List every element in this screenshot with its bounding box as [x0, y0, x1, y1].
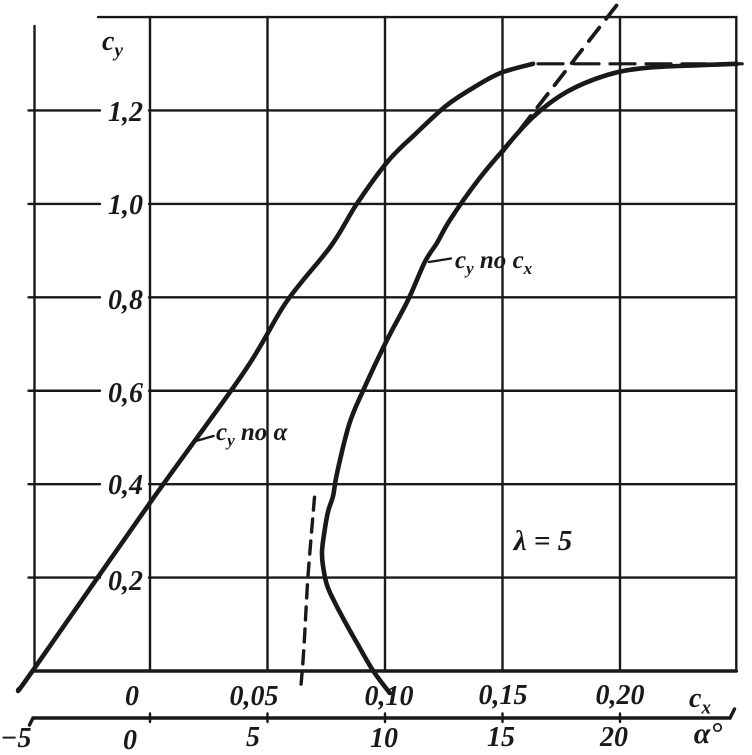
cx-tick-label: 0,10 — [364, 681, 414, 712]
curve-label-main: c — [455, 247, 467, 274]
y-tick-label: 0,4 — [108, 470, 143, 501]
alpha-tick-label: −5 — [0, 723, 32, 754]
curve-label-sub: y — [466, 259, 474, 278]
cx-axis-title-sub: x — [701, 697, 711, 719]
leader-line-cy-alpha — [194, 434, 215, 443]
cx-tick-label: 0,05 — [229, 681, 279, 712]
aspect-ratio-annotation: λ = 5 — [513, 525, 573, 557]
y-tick-label: 0,6 — [108, 378, 143, 409]
y-tick-label: 0,8 — [108, 285, 143, 316]
alpha-tick-label: 15 — [487, 722, 515, 753]
curve-label-main2: c — [512, 247, 524, 274]
curve-label-sub2: x — [523, 259, 533, 278]
curve-cy_vs_cx_lower_extension — [299, 495, 317, 686]
cx-tick-label: 0,15 — [478, 680, 528, 711]
curve-cy_vs_cx — [319, 61, 740, 696]
curve-cy_vs_cx_upper_extension — [501, 0, 623, 154]
alpha-tick-label: 5 — [246, 722, 260, 753]
cx-axis-title-main: c — [689, 683, 702, 714]
y-axis-title-main: c — [102, 26, 115, 57]
secondary-axis-right-hook — [728, 707, 737, 720]
y-tick-label: 1,2 — [108, 97, 143, 128]
cx-tick-label: 0 — [125, 681, 139, 712]
y-tick-label: 0,2 — [108, 566, 143, 597]
leader-line-cy-cx — [427, 257, 453, 264]
y-tick-label: 1,0 — [108, 190, 143, 221]
curve-label-mid: по — [473, 247, 513, 274]
y-axis-title: cy — [102, 27, 123, 67]
y-axis-title-sub: y — [114, 40, 123, 62]
curve-label-main: c — [216, 419, 228, 446]
cx-tick-label: 0,20 — [595, 680, 645, 711]
alpha-axis-title: α° — [693, 717, 723, 750]
alpha-tick-label: 20 — [600, 722, 628, 753]
curve-label-cy-vs-cx: cy по cx — [455, 246, 532, 284]
curve-label-rest: по α — [234, 419, 288, 446]
alpha-tick-label: 10 — [370, 723, 398, 754]
curve-label-sub: y — [227, 431, 235, 450]
curve-label-cy-vs-alpha: cy по α — [216, 418, 287, 456]
alpha-tick-label: 0 — [123, 725, 137, 755]
